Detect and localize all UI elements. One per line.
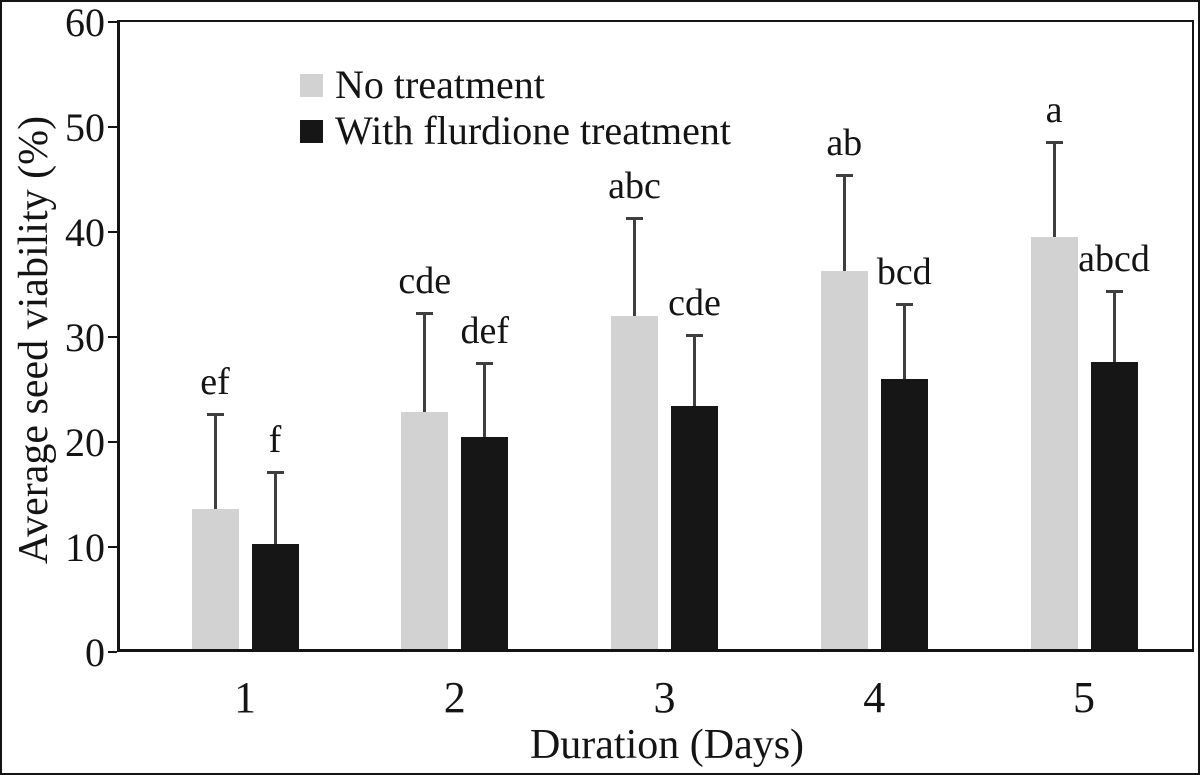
x-tick-label: 4 [863,673,886,722]
plot-area: ef cde abc ab a f def cde bcd abcd No treatment Wi… [117,20,1194,652]
y-tick-mark [108,441,117,443]
error-bar-with-flurdione-treatment-day-3 [693,334,696,407]
bar-no-treatment-day-2 [401,411,449,649]
bars-layer: ef cde abc ab a f def cde bcd abcd [117,20,1194,649]
significance-letter-with-flurdione-treatment-day-1: f [268,418,282,461]
legend-item: No treatment [300,62,731,108]
significance-letter-no-treatment-day-1: ef [200,360,230,403]
error-bar-cap-no-treatment-day-4 [835,174,853,178]
significance-letter-with-flurdione-treatment-day-4: bcd [876,250,932,293]
x-tick-label: 2 [443,673,466,722]
legend-label: With flurdione treatment [335,108,732,153]
significance-letter-no-treatment-day-4: ab [826,122,863,165]
y-tick-mark [108,126,117,128]
error-bar-cap-no-treatment-day-2 [416,311,434,315]
y-tick-label: 0 [85,630,105,675]
bar-with-flurdione-treatment-day-4 [880,379,928,649]
legend-swatch-icon [300,73,323,97]
y-tick-label: 30 [65,315,105,360]
x-tick-label: 1 [234,673,256,722]
y-tick-label: 20 [65,420,105,465]
significance-letter-no-treatment-day-5: a [1045,88,1063,131]
y-tick-label: 60 [65,0,105,45]
x-tick-label: 3 [653,673,676,722]
legend: No treatment With flurdione treatment [300,62,731,154]
y-tick-mark [108,21,117,23]
error-bar-cap-no-treatment-day-1 [206,412,224,416]
y-tick-label: 40 [65,210,105,255]
error-bar-cap-with-flurdione-treatment-day-5 [1105,289,1123,293]
significance-letter-with-flurdione-treatment-day-2: def [460,310,510,353]
legend-item: With flurdione treatment [300,108,731,154]
legend-swatch-icon [300,119,323,143]
error-bar-cap-with-flurdione-treatment-day-4 [895,302,913,306]
significance-letter-no-treatment-day-3: abc [608,165,661,208]
bar-with-flurdione-treatment-day-2 [461,436,509,649]
error-bar-cap-no-treatment-day-3 [626,217,643,221]
error-bar-no-treatment-day-1 [213,412,217,510]
y-tick-label: 10 [65,525,105,570]
y-tick-mark [108,546,117,548]
significance-letter-no-treatment-day-2: cde [398,259,452,302]
bar-no-treatment-day-1 [191,509,239,649]
bar-with-flurdione-treatment-day-1 [251,544,299,649]
x-axis-label: Duration (Days) [529,722,805,768]
legend-label: No treatment [335,62,545,107]
error-bar-no-treatment-day-2 [423,311,427,412]
error-bar-cap-with-flurdione-treatment-day-3 [686,334,703,337]
bar-no-treatment-day-3 [611,316,658,649]
error-bar-no-treatment-day-4 [842,174,846,271]
error-bar-cap-with-flurdione-treatment-day-1 [266,470,284,474]
error-bar-cap-no-treatment-day-5 [1045,140,1063,144]
bar-no-treatment-day-5 [1030,237,1078,649]
error-bar-with-flurdione-treatment-day-5 [1112,289,1116,363]
error-bar-cap-with-flurdione-treatment-day-2 [476,362,494,366]
error-bar-with-flurdione-treatment-day-1 [273,470,277,544]
y-tick-mark [108,651,117,653]
error-bar-no-treatment-day-3 [633,217,636,317]
significance-letter-with-flurdione-treatment-day-3: cde [668,282,721,324]
plot-frame [117,20,1194,652]
x-tick-label: 5 [1073,673,1095,722]
y-tick-label: 50 [65,105,105,150]
bar-no-treatment-day-4 [820,271,868,649]
error-bar-no-treatment-day-5 [1052,140,1056,238]
y-tick-mark [108,231,117,233]
bar-with-flurdione-treatment-day-3 [671,406,718,649]
error-bar-with-flurdione-treatment-day-4 [902,302,906,380]
error-bar-with-flurdione-treatment-day-2 [483,362,487,437]
significance-letter-with-flurdione-treatment-day-5: abcd [1078,237,1150,280]
y-tick-mark [108,336,117,338]
bar-with-flurdione-treatment-day-5 [1090,362,1138,649]
